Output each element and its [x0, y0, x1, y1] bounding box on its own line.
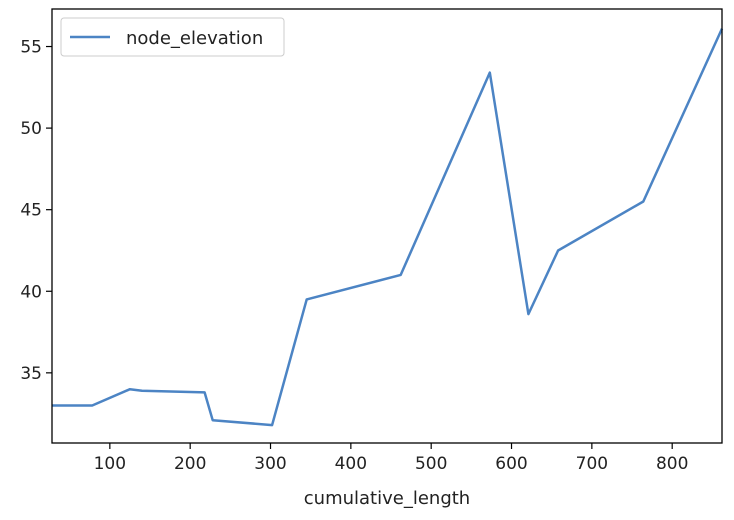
y-axis-ticks: 35 40 45 50 55 [20, 38, 52, 384]
series-line-node-elevation [52, 28, 724, 427]
plot-area [52, 28, 724, 427]
x-tick-label: 400 [335, 454, 367, 474]
plot-frame [51, 8, 723, 444]
x-tick-label: 800 [656, 454, 688, 474]
x-tick-label: 200 [174, 454, 206, 474]
x-axis-title: cumulative_length [304, 488, 470, 509]
legend-box [60, 17, 285, 57]
legend-label-node-elevation: node_elevation [126, 28, 263, 49]
y-tick-label: 55 [20, 38, 42, 58]
x-axis-ticks: 100 200 300 400 500 600 700 800 [94, 443, 688, 474]
x-tick-label: 700 [576, 454, 608, 474]
x-tick-label: 500 [415, 454, 447, 474]
x-tick-label: 300 [254, 454, 286, 474]
y-tick-label: 35 [20, 364, 42, 384]
x-tick-label: 100 [94, 454, 126, 474]
y-tick-label: 45 [20, 201, 42, 221]
y-tick-label: 50 [20, 119, 42, 139]
y-tick-label: 40 [20, 282, 42, 302]
legend: node_elevation [60, 17, 285, 57]
x-tick-label: 600 [495, 454, 527, 474]
